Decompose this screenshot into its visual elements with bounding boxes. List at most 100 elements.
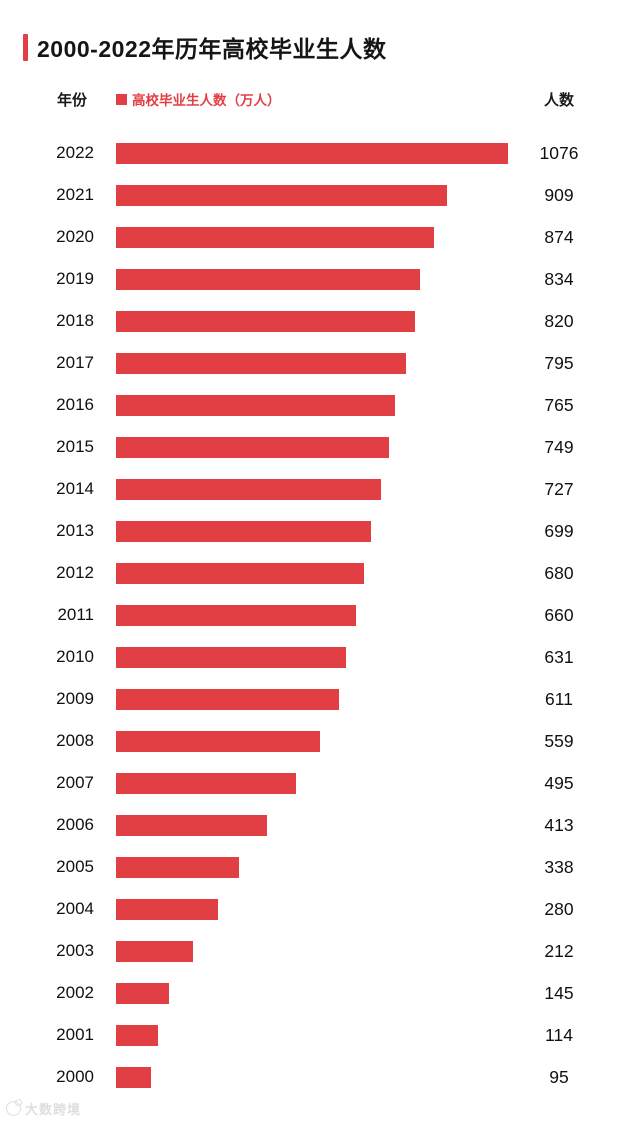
chart-row: 2017 795 [0, 342, 640, 384]
bar-track [116, 856, 514, 878]
year-label: 2008 [56, 731, 94, 750]
chart-row: 2009 611 [0, 678, 640, 720]
bar-track [116, 310, 514, 332]
bar-track [116, 730, 514, 752]
bar [116, 184, 448, 206]
bar-track [116, 268, 514, 290]
bar [116, 562, 364, 584]
chart-row: 2015 749 [0, 426, 640, 468]
year-label: 2003 [56, 941, 94, 960]
chart-row: 2001 114 [0, 1014, 640, 1056]
value-label: 631 [544, 646, 574, 667]
year-label: 2002 [56, 983, 94, 1002]
value-label: 559 [544, 730, 574, 751]
bar [116, 814, 267, 836]
value-label: 795 [544, 352, 574, 373]
bar [116, 1066, 151, 1088]
year-label: 2010 [56, 647, 94, 666]
legend-swatch-icon [116, 93, 127, 105]
chart-row: 2013 699 [0, 510, 640, 552]
year-label: 2007 [56, 773, 94, 792]
bar [116, 730, 320, 752]
year-label: 2017 [56, 353, 94, 372]
chart-row: 2007 495 [0, 762, 640, 804]
year-label: 2015 [56, 437, 94, 456]
chart-row: 2000 95 [0, 1056, 640, 1098]
year-label: 2016 [56, 395, 94, 414]
chart-row: 2003 212 [0, 930, 640, 972]
chart-row: 2021 909 [0, 174, 640, 216]
year-label: 2013 [56, 521, 94, 540]
chart-row: 2006 413 [0, 804, 640, 846]
value-label: 909 [544, 184, 574, 205]
value-label: 611 [545, 688, 573, 709]
year-label: 2021 [56, 185, 94, 204]
value-label: 680 [544, 562, 574, 583]
bar-track [116, 184, 514, 206]
bar-track [116, 646, 514, 668]
bar [116, 310, 415, 332]
bar [116, 856, 240, 878]
bar-track [116, 814, 514, 836]
watermark-logo-icon [6, 1099, 22, 1116]
bar [116, 688, 339, 710]
value-label: 660 [544, 604, 574, 625]
title-accent-bar [23, 33, 28, 61]
bar-track [116, 772, 514, 794]
year-label: 2014 [56, 479, 94, 498]
chart-row: 2014 727 [0, 468, 640, 510]
year-column-header: 年份 [56, 91, 87, 109]
bar-track [116, 940, 514, 962]
chart-row: 2004 280 [0, 888, 640, 930]
chart-row: 2019 834 [0, 258, 640, 300]
chart-row: 2011 660 [0, 594, 640, 636]
value-label: 820 [544, 310, 574, 331]
value-label: 212 [544, 940, 574, 961]
value-label: 874 [544, 226, 574, 247]
chart-row: 2002 145 [0, 972, 640, 1014]
bar-track [116, 394, 514, 416]
value-label: 727 [544, 478, 574, 499]
value-label: 95 [549, 1066, 569, 1087]
chart-row: 2005 338 [0, 846, 640, 888]
value-label: 495 [544, 772, 574, 793]
bar-track [116, 604, 514, 626]
bar [116, 394, 395, 416]
bar [116, 940, 194, 962]
watermark-text: 大数跨境 [25, 1102, 82, 1117]
value-label: 1076 [539, 142, 579, 163]
year-label: 2006 [56, 815, 94, 834]
bar [116, 352, 406, 374]
value-label: 114 [545, 1024, 573, 1045]
chart-row: 2016 765 [0, 384, 640, 426]
year-label: 2001 [56, 1025, 94, 1044]
bar [116, 226, 435, 248]
value-label: 413 [544, 814, 574, 835]
bar [116, 646, 346, 668]
value-label: 338 [544, 856, 574, 877]
bar-track [116, 142, 514, 164]
chart-title-block: 2000-2022年历年高校毕业生人数 [23, 30, 387, 64]
bar [116, 436, 389, 458]
year-label: 2018 [56, 311, 94, 330]
chart-row: 2022 1076 [0, 132, 640, 174]
bar-track [116, 436, 514, 458]
chart-row: 2008 559 [0, 720, 640, 762]
bar [116, 604, 357, 626]
bar [116, 772, 297, 794]
bar [116, 268, 420, 290]
value-label: 765 [544, 394, 574, 415]
chart-legend: 高校毕业生人数（万人） [116, 89, 514, 109]
watermark: 大数跨境 [6, 1099, 81, 1118]
value-label: 280 [544, 898, 574, 919]
bar [116, 520, 371, 542]
chart-row: 2010 631 [0, 636, 640, 678]
bar-track [116, 898, 514, 920]
value-label: 699 [544, 520, 574, 541]
chart-row: 2012 680 [0, 552, 640, 594]
bar-track [116, 478, 514, 500]
year-label: 2022 [56, 143, 94, 162]
legend-label: 高校毕业生人数（万人） [132, 93, 281, 108]
year-label: 2009 [56, 689, 94, 708]
bar-track [116, 520, 514, 542]
